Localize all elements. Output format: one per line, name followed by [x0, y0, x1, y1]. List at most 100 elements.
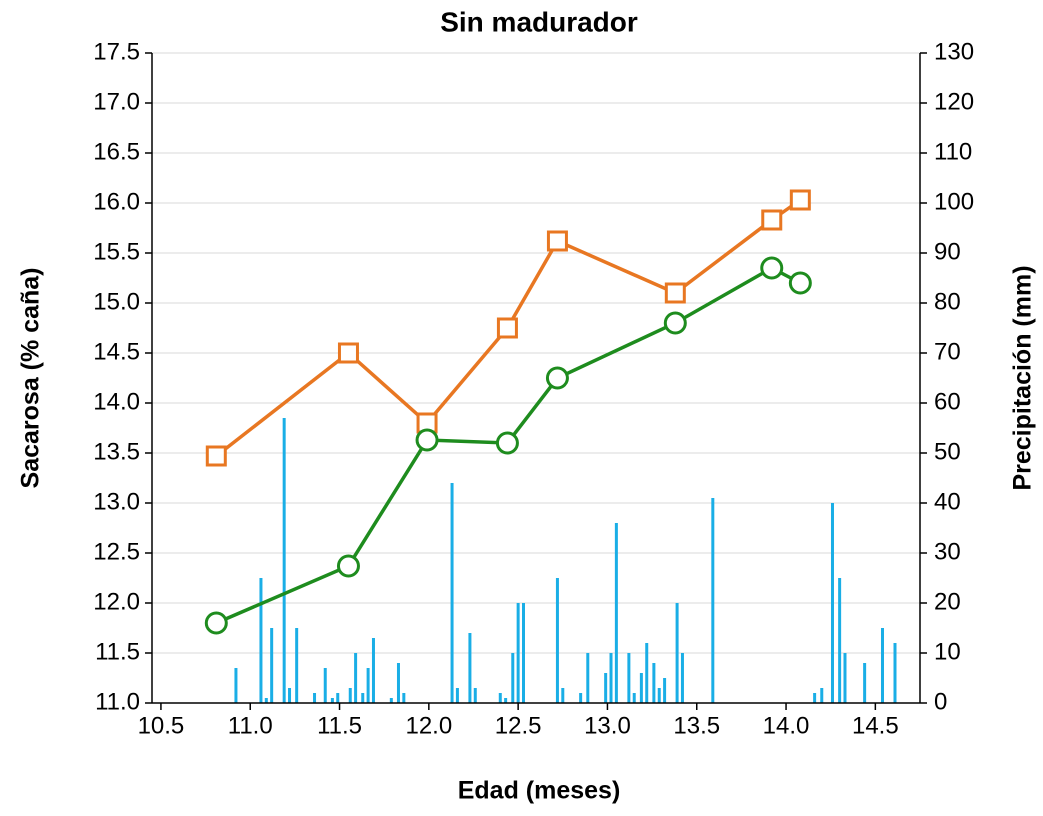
y-axis-title: Sacarosa (% caña) [17, 268, 45, 489]
chart-title: Sin madurador [440, 6, 638, 37]
bar [893, 643, 897, 703]
bar [561, 688, 565, 703]
bar [639, 673, 643, 703]
marker [415, 428, 439, 452]
line [215, 198, 802, 458]
bar [259, 578, 263, 703]
bar [663, 678, 667, 703]
marker [788, 271, 812, 295]
marker [496, 317, 518, 339]
y-tick-label: 12.0 [93, 588, 140, 615]
bar [711, 498, 715, 703]
y2-tick-label: 90 [934, 238, 961, 265]
bar [680, 653, 684, 703]
bar [282, 418, 286, 703]
bar [511, 653, 515, 703]
x-tick-label: 13.0 [584, 712, 631, 739]
y2-tick-label: 70 [934, 338, 961, 365]
y-tick-label: 15.5 [93, 238, 140, 265]
y-tick-label: 15.0 [93, 288, 140, 315]
bar [614, 523, 618, 703]
x-tick-label: 12.0 [405, 712, 452, 739]
bar [880, 628, 884, 703]
y-tick-label: 14.0 [93, 388, 140, 415]
y2-tick-label: 0 [934, 688, 947, 715]
bar [234, 668, 238, 703]
bar [295, 628, 299, 703]
y-tick-label: 16.0 [93, 188, 140, 215]
marker [545, 366, 569, 390]
marker [204, 611, 228, 635]
bar [468, 633, 472, 703]
bar [323, 668, 327, 703]
marker [760, 256, 784, 280]
marker [336, 554, 360, 578]
line [215, 266, 802, 625]
bar [450, 483, 454, 703]
bar [609, 653, 613, 703]
y2-tick-label: 10 [934, 638, 961, 665]
bar [504, 698, 508, 703]
y2-tick-label: 120 [934, 88, 974, 115]
x-tick-label: 10.5 [138, 712, 185, 739]
bar [675, 603, 679, 703]
bar [396, 663, 400, 703]
bar [371, 638, 375, 703]
bar [366, 668, 370, 703]
marker [664, 282, 686, 304]
bar [579, 693, 583, 703]
bar [354, 653, 358, 703]
x-tick-label: 13.5 [673, 712, 720, 739]
bar [270, 628, 274, 703]
y2-axis-title: Precipitación (mm) [1009, 265, 1037, 490]
bar [313, 693, 317, 703]
bar [645, 643, 649, 703]
x-tick-label: 14.5 [852, 712, 899, 739]
bar [604, 673, 608, 703]
y2-tick-label: 100 [934, 188, 974, 215]
bar [330, 698, 334, 703]
y2-tick-label: 50 [934, 438, 961, 465]
y-tick-label: 13.0 [93, 488, 140, 515]
marker [337, 342, 359, 364]
y-tick-label: 13.5 [93, 438, 140, 465]
bar [555, 578, 559, 703]
y2-tick-label: 30 [934, 538, 961, 565]
y-tick-label: 11.0 [95, 688, 140, 715]
bar [657, 688, 661, 703]
bar [516, 603, 520, 703]
marker [789, 189, 811, 211]
x-tick-label: 14.0 [763, 712, 810, 739]
bar [820, 688, 824, 703]
marker [761, 209, 783, 231]
x-axis-title: Edad (meses) [458, 777, 621, 805]
marker [205, 445, 227, 467]
bar [498, 693, 502, 703]
y2-tick-label: 80 [934, 288, 961, 315]
marker [546, 230, 568, 252]
marker [495, 431, 519, 455]
y-tick-label: 11.5 [95, 638, 140, 665]
bar [389, 698, 393, 703]
bar [521, 603, 525, 703]
y2-tick-label: 110 [934, 138, 972, 165]
y-tick-label: 12.5 [93, 538, 140, 565]
y2-tick-label: 60 [934, 388, 961, 415]
bar [863, 663, 867, 703]
bar [843, 653, 847, 703]
bar [652, 663, 656, 703]
x-tick-label: 11.5 [317, 712, 362, 739]
y2-tick-label: 130 [934, 38, 974, 65]
x-tick-label: 12.5 [495, 712, 542, 739]
bar [264, 698, 268, 703]
bar [361, 693, 365, 703]
y2-tick-label: 40 [934, 488, 961, 515]
bar [632, 693, 636, 703]
marker [663, 311, 687, 335]
bar [473, 688, 477, 703]
bar [838, 578, 842, 703]
x-tick-label: 11.0 [228, 712, 273, 739]
y2-tick-label: 20 [934, 588, 961, 615]
